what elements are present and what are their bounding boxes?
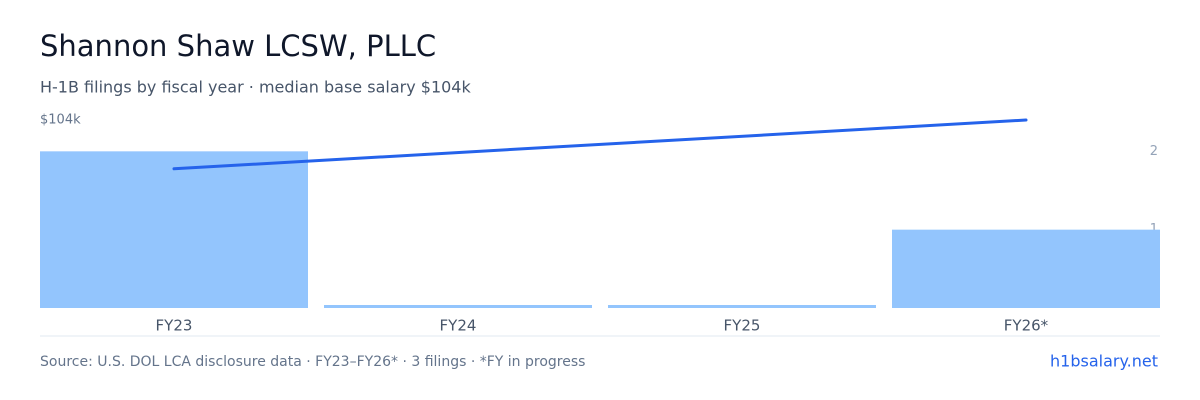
bar bbox=[324, 305, 592, 308]
x-tick-label: FY25 bbox=[724, 317, 761, 335]
bar bbox=[40, 151, 308, 308]
chart-title: Shannon Shaw LCSW, PLLC bbox=[40, 29, 436, 63]
y-tick-label: $104k bbox=[40, 113, 81, 128]
chart-subtitle: H-1B filings by fiscal year · median bas… bbox=[40, 78, 471, 97]
x-tick-label: FY26* bbox=[1004, 317, 1049, 335]
x-tick-label: FY23 bbox=[156, 317, 193, 335]
bar bbox=[608, 305, 876, 308]
brand-link[interactable]: h1bsalary.net bbox=[1050, 352, 1158, 371]
y2-tick-label: 2 bbox=[1150, 144, 1158, 159]
bar bbox=[892, 229, 1160, 308]
source-note: Source: U.S. DOL LCA disclosure data · F… bbox=[40, 354, 585, 370]
x-tick-label: FY24 bbox=[440, 317, 477, 335]
salary-line bbox=[172, 118, 1028, 171]
